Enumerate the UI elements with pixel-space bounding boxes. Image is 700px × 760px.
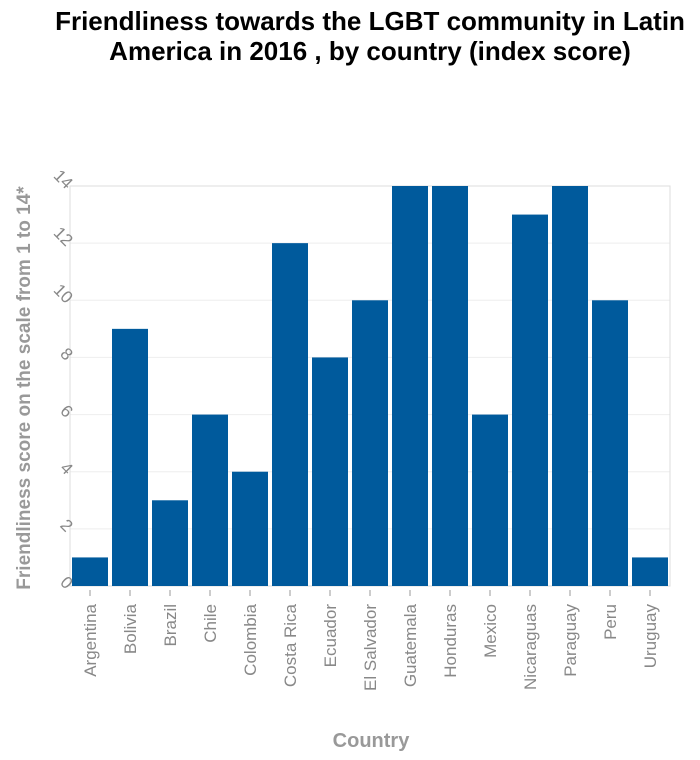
- x-tick-label: Honduras: [441, 604, 460, 678]
- y-tick-label: 2: [56, 516, 76, 536]
- x-tick-label: Ecuador: [321, 604, 340, 668]
- bar: [632, 557, 668, 586]
- x-tick-label: Colombia: [241, 603, 260, 675]
- bar: [592, 300, 628, 586]
- bar: [392, 186, 428, 586]
- x-tick-label: Nicaraguas: [521, 604, 540, 690]
- y-tick-label: 4: [56, 458, 76, 478]
- y-tick-label: 12: [50, 223, 77, 250]
- y-tick-label: 14: [50, 166, 77, 193]
- y-tick-label: 6: [56, 401, 76, 421]
- bar: [552, 186, 588, 586]
- x-tick-labels: Argentina Bolivia Brazil Chile Colombia Costa…: [81, 590, 660, 691]
- x-tick-label: Uruguay: [641, 604, 660, 669]
- bar: [72, 557, 108, 586]
- x-tick-label: Paraguay: [561, 604, 580, 677]
- x-tick-label: Brazil: [161, 604, 180, 647]
- x-tick-label: Argentina: [81, 603, 100, 676]
- bar: [232, 471, 268, 586]
- bar: [152, 500, 188, 586]
- bar: [192, 414, 228, 586]
- x-tick-label: Peru: [601, 604, 620, 640]
- bar: [472, 414, 508, 586]
- x-tick-label: Guatemala: [401, 603, 420, 687]
- x-tick-label: El Salvador: [361, 604, 380, 691]
- x-axis-title: Country: [333, 730, 411, 752]
- bar: [312, 357, 348, 586]
- bar: [112, 328, 148, 586]
- bar: [272, 243, 308, 586]
- y-axis-title: Friendliness score on the scale from 1 t…: [14, 186, 35, 590]
- x-tick-label: Chile: [201, 604, 220, 643]
- y-tick-label: 8: [56, 344, 76, 364]
- bar: [352, 300, 388, 586]
- bar: [432, 186, 468, 586]
- y-tick-label: 10: [50, 280, 77, 307]
- bars: [72, 186, 668, 587]
- chart-title: Friendliness towards the LGBT community …: [55, 6, 685, 66]
- x-tick-label: Costa Rica: [281, 603, 300, 687]
- x-tick-label: Mexico: [481, 604, 500, 658]
- x-tick-label: Bolivia: [121, 603, 140, 654]
- bar: [512, 214, 548, 587]
